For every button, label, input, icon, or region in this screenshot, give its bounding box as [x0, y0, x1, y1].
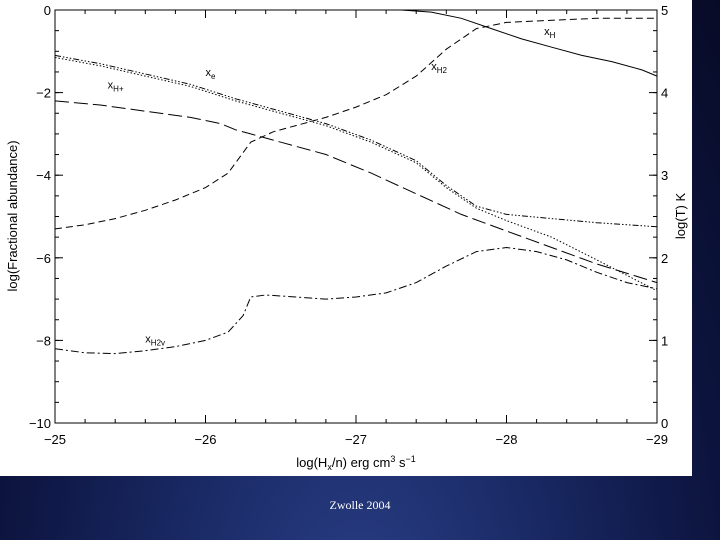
series-label-x-h2v: xH2v	[145, 333, 165, 347]
series-label-sub: e	[211, 72, 216, 81]
footer-caption: Zwolle 2004	[329, 498, 391, 512]
series-label-sub: H2	[437, 66, 448, 75]
y-right-tick-label: 4	[661, 86, 668, 101]
y-tick-label: −6	[36, 251, 51, 266]
y-right-tick-label: 0	[661, 416, 668, 431]
y-axis-label: log(Fractional abundance)	[5, 140, 20, 291]
plot-panel: −25 −26 −27 −28 −29 0 −2 −4 −6 −8 −10 5 4 3 2 1 0 xH xe xH…	[5, 3, 688, 472]
x-axis-label-pre: log(H	[296, 455, 327, 470]
plot-frame	[54, 9, 658, 424]
series-label-base: x	[145, 333, 151, 345]
series-label-sub: H2v	[151, 338, 165, 347]
series-label-x-h2: xH2	[431, 61, 447, 75]
series-label-sub: H+	[113, 84, 124, 93]
series-line-x-e	[54, 57, 658, 292]
series-line-x-h2v	[54, 246, 658, 355]
y-right-tick-label: 5	[661, 3, 668, 18]
y-tick-label: −8	[36, 333, 51, 348]
series-label-base: x	[544, 26, 550, 38]
series-line-x-hminus	[54, 100, 658, 284]
series-label-base: x	[206, 67, 212, 79]
series-layer	[54, 9, 658, 355]
y-tick-label: −4	[36, 168, 51, 183]
series-line-x-hplus	[54, 54, 658, 228]
x-axis-label-sub: x	[327, 462, 332, 472]
y-tick-label: −10	[29, 416, 51, 431]
x-tick-label: −29	[646, 432, 668, 447]
series-line-x-h2	[54, 17, 657, 230]
y-right-tick-label: 3	[661, 168, 668, 183]
x-axis-label-mid: /n) erg cm	[332, 455, 391, 470]
x-axis-label-sup2: −1	[405, 454, 415, 464]
y-axis-right-label: log(T) K	[673, 193, 688, 240]
y-tick-label: 0	[44, 3, 51, 18]
x-axis-label-sup1: 3	[390, 454, 395, 464]
series-label-x-h: xH	[544, 26, 556, 40]
series-label-base: x	[431, 61, 437, 73]
y-right-tick-label: 1	[661, 333, 668, 348]
y-tick-label: −2	[36, 86, 51, 101]
series-label-x-e: xe	[206, 67, 217, 81]
series-label-base: x	[108, 79, 114, 91]
x-tick-label: −26	[194, 432, 216, 447]
series-line-x-h	[55, 9, 658, 77]
series-label-sub: H	[550, 31, 556, 40]
x-axis-label: log(Hx/n) erg cm3 s−1	[296, 454, 416, 472]
x-tick-label: −28	[495, 432, 517, 447]
y-right-tick-label: 2	[661, 251, 668, 266]
series-label-x-hplus: xH+	[108, 79, 124, 93]
x-axis-label-mid2: s	[395, 455, 406, 470]
x-tick-label: −25	[44, 432, 66, 447]
x-tick-label: −27	[345, 432, 367, 447]
